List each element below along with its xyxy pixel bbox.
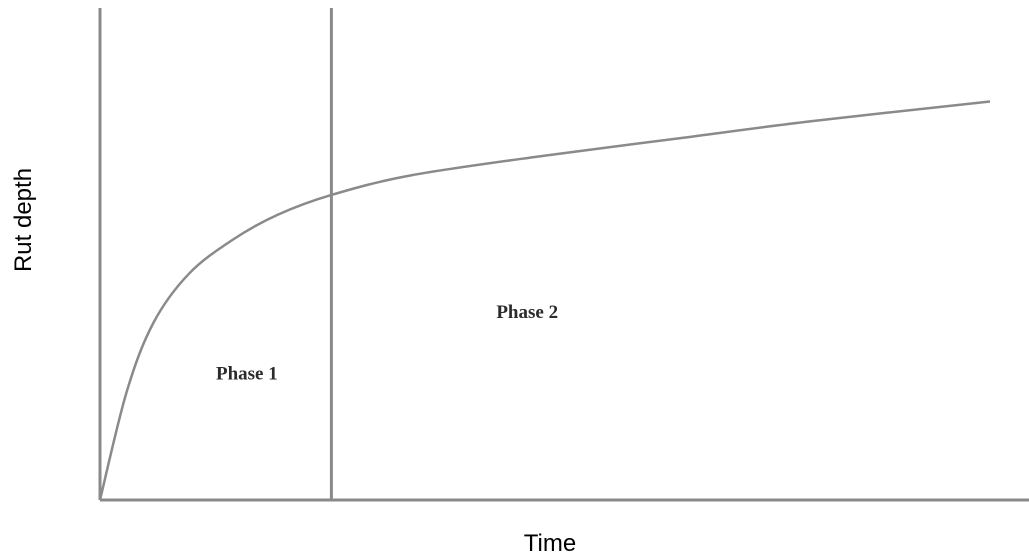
phase-1-label: Phase 1: [216, 363, 278, 384]
phase-2-label: Phase 2: [496, 302, 558, 323]
y-axis-title: Rut depth: [10, 168, 37, 272]
x-axis-title: Time: [524, 530, 576, 556]
rut-depth-curve: [98, 100, 991, 501]
